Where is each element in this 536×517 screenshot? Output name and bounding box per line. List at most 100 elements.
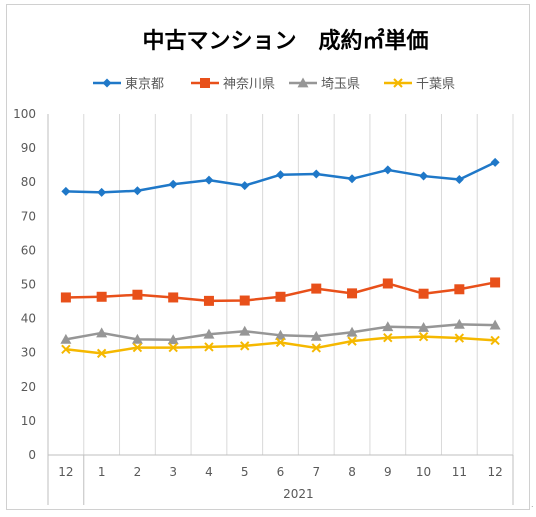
- data-point: [168, 292, 179, 303]
- data-point: [131, 333, 143, 344]
- x-tick-label: 3: [169, 465, 177, 479]
- legend-entry-3: 埼玉県: [289, 77, 360, 92]
- marker-stroke: [96, 348, 107, 359]
- marker-stroke: [454, 333, 465, 343]
- x-tick-label: 10: [416, 465, 431, 479]
- data-point: [132, 342, 143, 353]
- marker-stroke: [240, 341, 250, 351]
- marker-stroke: [275, 337, 286, 348]
- y-tick-label: 90: [21, 141, 36, 155]
- x-group-label: 2021: [283, 487, 314, 501]
- x-tick-label: 7: [312, 465, 320, 479]
- legend-entry-1: 東京都: [93, 76, 164, 92]
- data-point: [454, 174, 464, 184]
- stray-dot: .: [531, 500, 534, 509]
- data-point: [347, 174, 357, 184]
- series-3: [60, 318, 501, 345]
- data-point: [454, 333, 465, 343]
- x-tick-label: 11: [452, 465, 467, 479]
- data-point: [61, 344, 71, 354]
- data-point: [167, 334, 179, 345]
- data-point: [382, 321, 394, 332]
- data-point: [418, 331, 429, 342]
- legend-label: 埼玉県: [321, 77, 360, 92]
- marker-stroke: [418, 331, 429, 342]
- marker-stroke: [132, 342, 143, 353]
- data-point: [418, 321, 430, 332]
- data-point: [275, 337, 286, 348]
- data-point: [96, 291, 107, 302]
- y-tick-label: 10: [21, 414, 36, 428]
- data-point: [347, 288, 358, 299]
- data-point: [419, 171, 429, 181]
- data-point: [96, 348, 107, 359]
- y-tick-label: 30: [21, 346, 36, 360]
- y-tick-label: 60: [21, 243, 36, 257]
- legend-marker: [102, 78, 112, 88]
- data-point: [418, 288, 429, 299]
- y-tick-label: 100: [13, 107, 36, 121]
- data-point: [60, 333, 72, 344]
- x-tick-label: 12: [487, 465, 502, 479]
- data-point: [347, 336, 357, 346]
- legend-marker: [393, 78, 403, 88]
- series-1: [61, 157, 500, 197]
- data-point: [132, 186, 142, 196]
- data-point: [240, 181, 250, 191]
- marker-stroke: [347, 336, 357, 346]
- x-tick-label: 4: [205, 465, 213, 479]
- x-tick-label: 12: [58, 465, 73, 479]
- data-point: [453, 318, 465, 329]
- legend-entry-2: 神奈川県: [191, 77, 275, 92]
- data-point: [203, 295, 214, 306]
- legend-label: 千葉県: [416, 77, 455, 92]
- data-point: [168, 342, 178, 353]
- data-point: [276, 170, 285, 180]
- data-point: [97, 187, 107, 197]
- data-point: [204, 342, 214, 352]
- marker-stroke: [204, 342, 214, 352]
- data-point: [60, 292, 71, 303]
- y-tick-label: 50: [21, 278, 36, 292]
- data-point: [346, 326, 358, 337]
- data-point: [310, 330, 322, 341]
- data-point: [204, 175, 214, 185]
- x-tick-label: 8: [348, 465, 356, 479]
- y-tick-label: 40: [21, 312, 36, 326]
- data-point: [61, 186, 71, 196]
- x-tick-label: 2: [134, 465, 142, 479]
- legend-label: 東京都: [125, 76, 164, 92]
- data-point: [311, 169, 321, 179]
- marker-stroke: [393, 78, 403, 88]
- chart-frame: 中古マンション 成約㎡単価東京都 神奈川県 埼玉県 千葉県 0 10 20 30 40 50 60 7…: [6, 4, 530, 510]
- marker-stroke: [490, 335, 500, 346]
- y-tick-label: 20: [21, 380, 36, 394]
- legend-label: 神奈川県: [223, 77, 275, 92]
- marker-stroke: [383, 332, 393, 343]
- legend-marker: [297, 77, 309, 88]
- data-point: [490, 157, 500, 167]
- x-tick-label: 5: [241, 465, 249, 479]
- data-point: [275, 329, 286, 340]
- data-point: [382, 278, 393, 289]
- data-point: [489, 319, 501, 330]
- data-point: [240, 341, 250, 351]
- data-point: [132, 289, 143, 300]
- data-point: [239, 295, 250, 306]
- chart-title: 中古マンション 成約㎡単価: [142, 28, 428, 54]
- data-point: [275, 291, 286, 302]
- series-4: [61, 331, 500, 359]
- data-point: [383, 165, 393, 175]
- data-point: [383, 332, 393, 343]
- data-point: [311, 343, 321, 353]
- legend-marker: [200, 78, 210, 88]
- marker-stroke: [61, 344, 71, 354]
- y-tick-label: 70: [21, 209, 36, 223]
- marker-stroke: [168, 342, 178, 353]
- data-point: [96, 327, 108, 338]
- legend-entry-4: 千葉県: [384, 77, 455, 92]
- x-tick-label: 9: [384, 465, 392, 479]
- y-tick-label: 0: [28, 448, 36, 462]
- y-tick-label: 80: [21, 175, 36, 189]
- data-point: [311, 283, 322, 294]
